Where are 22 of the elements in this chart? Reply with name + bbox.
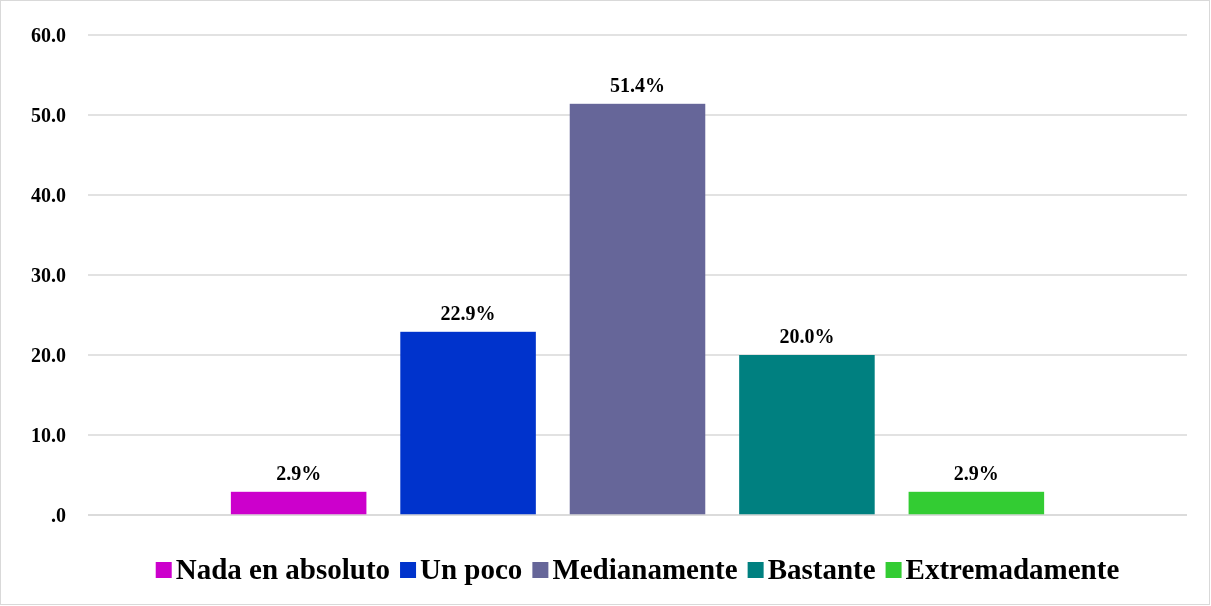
data-label: 51.4%	[610, 73, 665, 96]
y-tick-label: 10.0	[31, 423, 66, 446]
data-label: 22.9%	[440, 301, 496, 324]
legend-label: Nada en absoluto	[175, 553, 391, 585]
data-label: 20.0%	[779, 325, 835, 347]
y-tick-label: 20.0	[31, 343, 66, 366]
bar	[230, 491, 367, 515]
legend-label: Un poco	[420, 553, 523, 585]
bar	[908, 491, 1045, 515]
legend-label: Medianamente	[552, 553, 738, 585]
legend-label: Extremadamente	[905, 553, 1120, 585]
bar	[739, 355, 875, 515]
y-tick-label: 50.0	[31, 103, 66, 126]
bar	[569, 103, 706, 515]
y-tick-label: 60.0	[31, 23, 66, 46]
bar	[400, 331, 536, 515]
y-tick-label: 40.0	[31, 183, 66, 206]
y-tick-label: .0	[51, 503, 66, 526]
y-tick-label: 30.0	[31, 263, 66, 286]
data-label: 2.9%	[276, 461, 322, 484]
data-label: 2.9%	[953, 461, 999, 484]
legend-label: Bastante	[767, 553, 876, 585]
